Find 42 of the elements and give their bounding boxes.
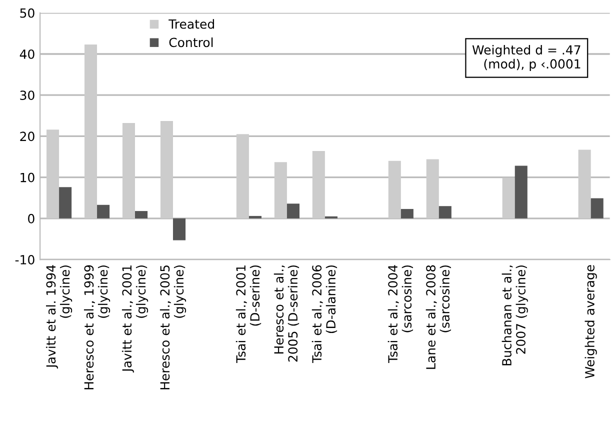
x-tick-label: Heresco et al., 1999 (glycine) [84, 265, 110, 390]
y-tick-label: 0 [28, 214, 34, 224]
bar [84, 44, 98, 218]
bar [122, 123, 136, 218]
x-tick-label: Lane et al., 2008 (sarcosine) [426, 265, 451, 369]
legend-label: Treated [168, 19, 214, 29]
bar [236, 134, 249, 218]
bar [160, 120, 173, 218]
y-tick-label: 20 [20, 132, 34, 142]
bar [248, 216, 262, 218]
x-tick-label: Javitt et al., 2001 (glycine) [122, 265, 148, 372]
legend-label: Control [169, 37, 213, 48]
bar [46, 130, 60, 218]
y-tick-label: 40 [20, 49, 34, 59]
bar [274, 162, 287, 218]
x-tick-label: Tsai et al., 2006 (D-alanine) [312, 265, 338, 364]
bar [172, 218, 186, 240]
y-tick-label: 30 [20, 90, 34, 100]
x-tick-label: Buchanan et al., 2007 (glycine) [502, 265, 528, 366]
bar [438, 206, 452, 218]
x-tick-label: Heresco et al., 2005 (glycine) [160, 265, 186, 390]
bar [578, 150, 591, 218]
bar [426, 159, 439, 218]
x-tick-label: Weighted average [584, 265, 597, 378]
annotation: Weighted d = .47 (mod), p ‹.0001 [472, 44, 580, 72]
bar [590, 198, 604, 218]
bar [135, 211, 148, 218]
bar [97, 204, 110, 218]
y-tick-label: 50 [20, 8, 34, 18]
bar [312, 151, 325, 218]
x-tick-label: Javitt et al. 1994 (glycine) [46, 265, 72, 368]
x-tick-label: Tsai et al., 2001 (D-serine) [236, 265, 262, 364]
y-tick-label: -10 [15, 255, 34, 264]
bar [502, 178, 515, 218]
x-tick-label: Tsai et al., 2004 (sarcosine) [388, 265, 414, 364]
x-tick-label: Heresco et al., 2005 (D-serine) [274, 265, 300, 362]
bar [514, 166, 528, 218]
bar [388, 160, 401, 218]
bar [286, 204, 300, 218]
bar [400, 208, 414, 218]
y-tick-label: 10 [20, 172, 34, 182]
bar [59, 187, 72, 218]
